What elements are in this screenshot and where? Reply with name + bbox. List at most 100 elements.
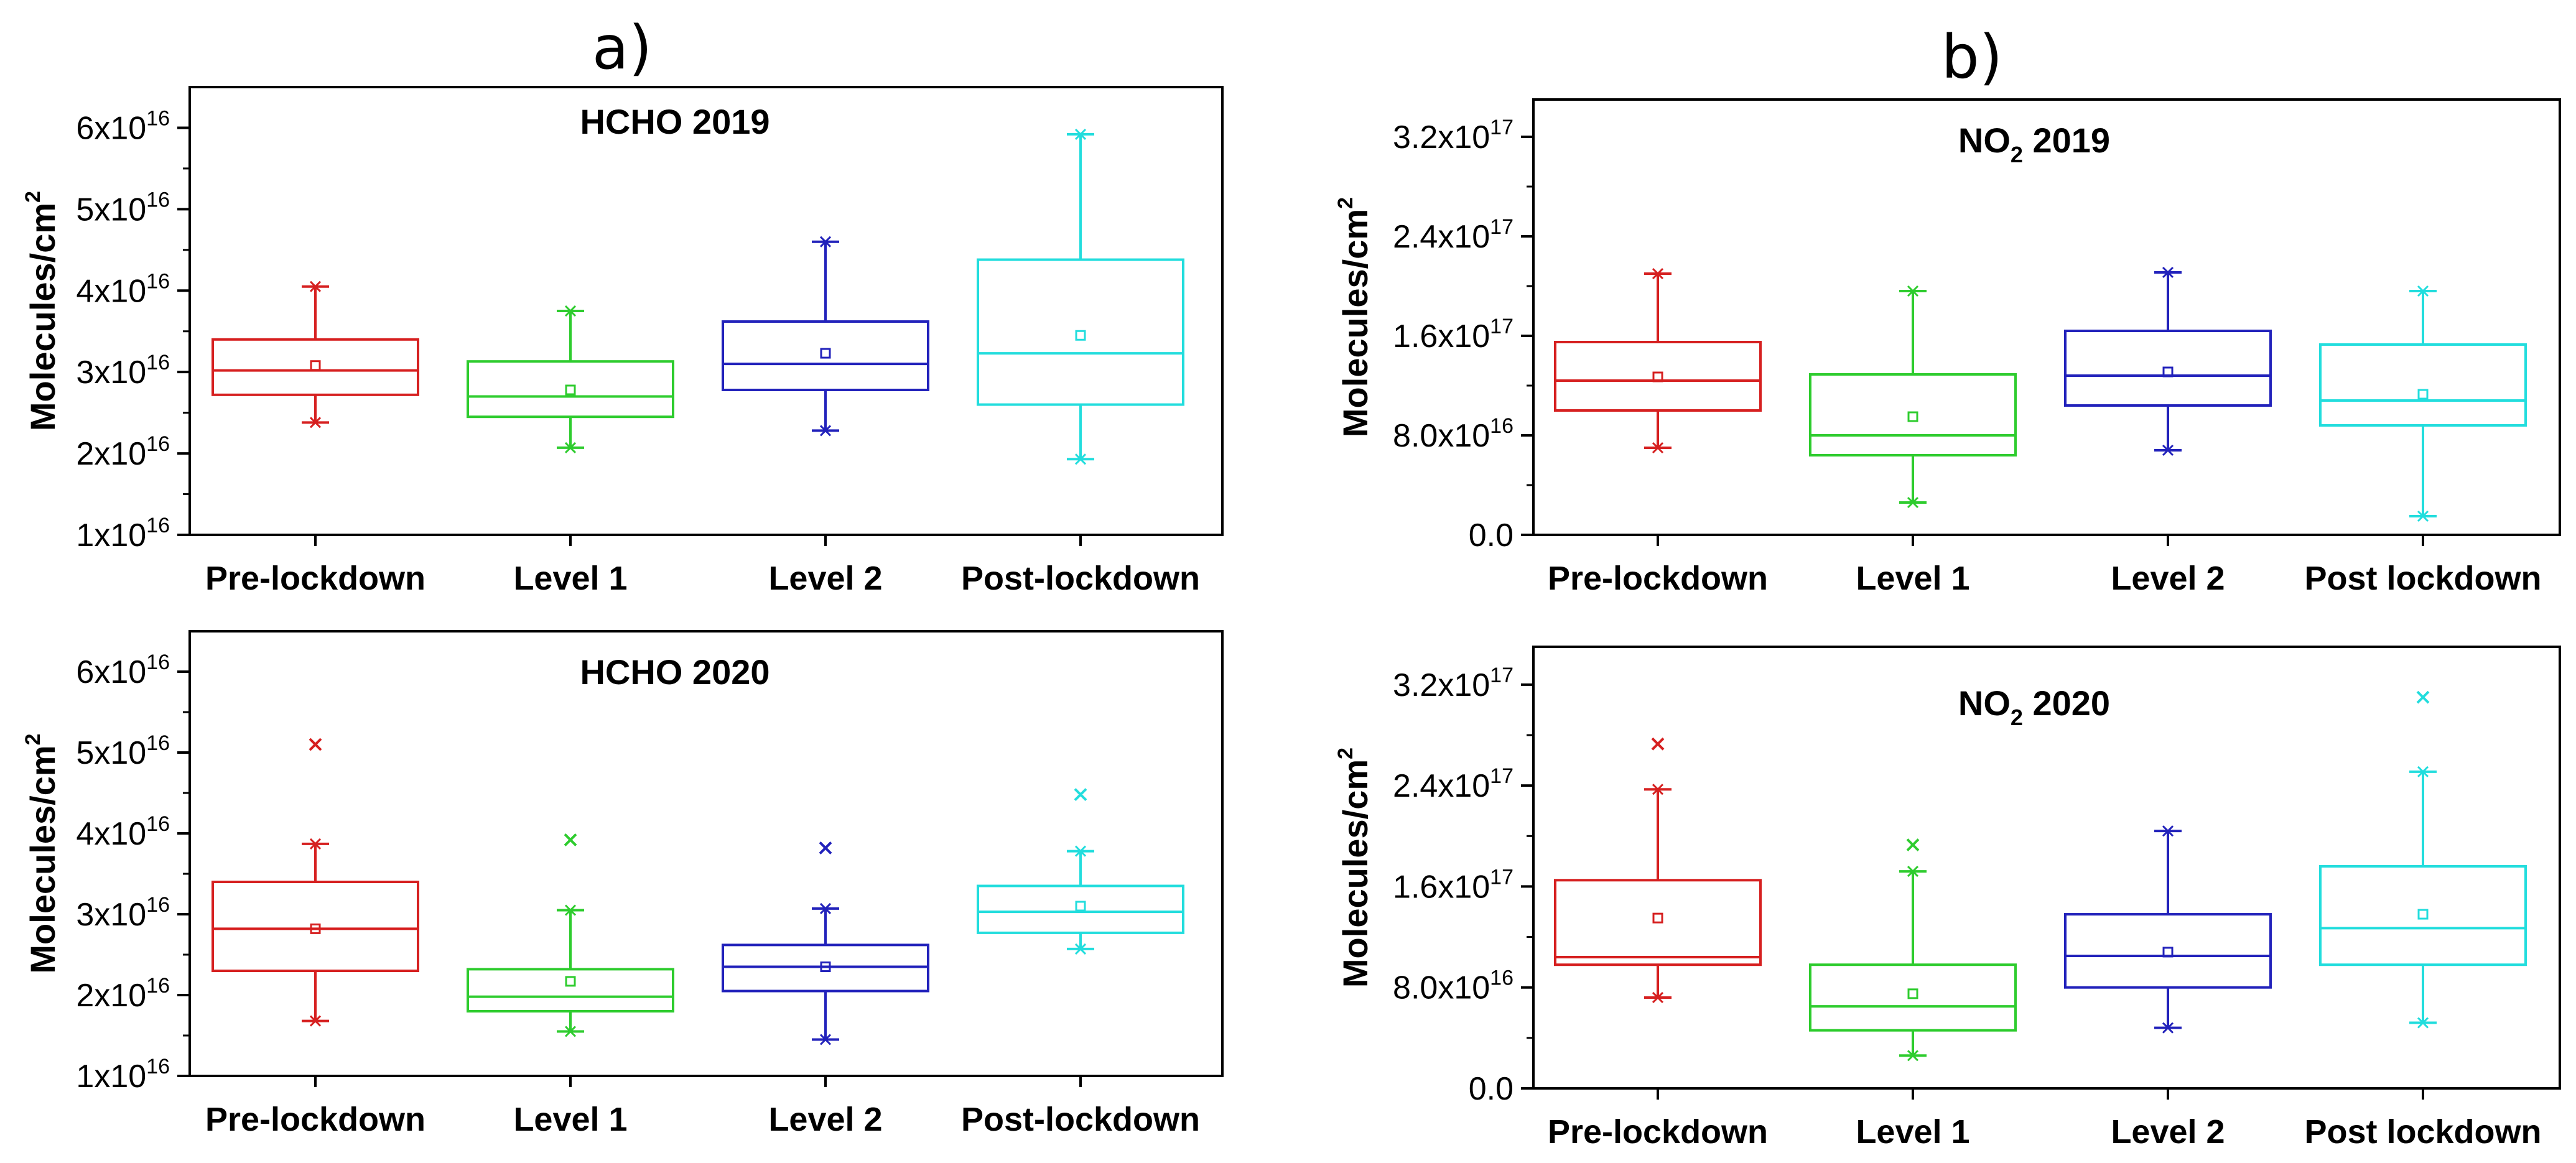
y-tick-exponent: 16 [146, 974, 170, 998]
y-tick-label: 8.0x1016 [1393, 414, 1514, 454]
y-axis-label: Molecules/cm2 [21, 733, 62, 973]
box-iqr [722, 320, 929, 391]
y-tick-exponent: 16 [1490, 414, 1514, 438]
y-tick-mantissa: 3x10 [76, 354, 146, 391]
extreme-marker-icon [1074, 128, 1087, 140]
mean-marker-icon [310, 923, 321, 934]
extreme-marker-icon [309, 1015, 322, 1027]
extreme-marker-icon [564, 305, 577, 317]
y-axis-label-text: Molecules/cm [1336, 209, 1375, 437]
box-iqr [2064, 330, 2272, 407]
y-tick-exponent: 17 [1490, 116, 1514, 139]
y-axis-label-text: Molecules/cm [23, 745, 62, 973]
y-tick-label: 4x1016 [76, 812, 170, 852]
extreme-marker-icon [309, 280, 322, 292]
y-axis-label-sup: 2 [1334, 197, 1357, 209]
outlier-x-icon [1651, 737, 1665, 751]
y-tick-mantissa: 3.2x10 [1393, 667, 1490, 703]
mean-marker-icon [310, 360, 321, 371]
y-tick-exponent: 16 [146, 188, 170, 211]
box-pre-lockdown [1554, 267, 1762, 454]
extreme-marker-icon [1074, 845, 1087, 857]
plot-title-text: HCHO 2020 [580, 652, 770, 692]
plot-title-text: HCHO 2019 [580, 102, 770, 141]
y-axis-label: Molecules/cm2 [1334, 197, 1375, 437]
x-category-label: Pre-lockdown [205, 560, 425, 597]
y-tick-label: 1.6x1017 [1393, 865, 1514, 905]
y-tick-label: 0.0 [1469, 517, 1514, 554]
extreme-marker-icon [1074, 453, 1087, 465]
plot-title: NO2 2020 [1958, 683, 2110, 730]
x-category-label: Level 2 [768, 560, 882, 597]
extreme-marker-icon [819, 236, 832, 248]
extreme-marker-icon [819, 902, 832, 914]
box-iqr [977, 258, 1184, 406]
box-iqr [2064, 913, 2272, 989]
plot-frame [1532, 98, 2561, 536]
x-category-label: Post lockdown [2304, 1113, 2541, 1151]
y-tick-exponent: 17 [1490, 315, 1514, 338]
y-axis-label-sup: 2 [1334, 748, 1357, 759]
y-tick-mantissa: 2x10 [76, 978, 146, 1014]
no2-2019-chart: 0.08.0x10161.6x10172.4x10173.2x1017Pre-l… [1334, 98, 2561, 597]
y-tick-mantissa: 0.0 [1469, 1071, 1514, 1107]
box-level-2 [722, 236, 929, 437]
box-level-2 [722, 841, 929, 1045]
mean-marker-icon [1907, 411, 1918, 422]
outlier-x-icon [819, 841, 832, 855]
mean-marker-icon [2417, 909, 2429, 920]
box-iqr [467, 968, 674, 1013]
box-iqr [467, 360, 674, 419]
y-axis-label-sup: 2 [21, 191, 45, 203]
box-post-lockdown [2319, 690, 2527, 1029]
x-category-label: Level 2 [2111, 1113, 2225, 1151]
extreme-marker-icon [564, 442, 577, 453]
box-post-lockdown [2319, 285, 2527, 522]
y-tick-label: 6x1016 [76, 651, 170, 690]
y-tick-exponent: 17 [1490, 865, 1514, 889]
y-tick-exponent: 16 [146, 106, 170, 130]
y-tick-mantissa: 3x10 [76, 897, 146, 933]
panel-label-a: a) [592, 13, 652, 83]
y-tick-label: 2x1016 [76, 974, 170, 1014]
outlier-x-icon [1906, 838, 1920, 851]
y-tick-label: 1.6x1017 [1393, 315, 1514, 354]
mean-marker-icon [2162, 947, 2174, 958]
box-level-2 [2064, 266, 2272, 456]
y-tick-label: 6x1016 [76, 106, 170, 146]
y-tick-mantissa: 5x10 [76, 735, 146, 771]
panel-label-b: b) [1941, 22, 2002, 92]
extreme-marker-icon [2417, 285, 2429, 297]
extreme-marker-icon [819, 1034, 832, 1045]
x-category-label: Post lockdown [2304, 560, 2541, 597]
extreme-marker-icon [1907, 285, 1919, 297]
plot-title-rest: 2019 [2023, 121, 2110, 160]
extreme-marker-icon [2417, 510, 2429, 522]
y-tick-label: 5x1016 [76, 188, 170, 228]
extreme-marker-icon [1652, 442, 1664, 454]
no2-2020-chart: 0.08.0x10161.6x10172.4x10173.2x1017Pre-l… [1334, 646, 2561, 1151]
y-tick-label: 3.2x1017 [1393, 116, 1514, 155]
plot-frame [1532, 646, 2561, 1090]
y-tick-exponent: 16 [146, 351, 170, 374]
box-iqr [1554, 879, 1762, 966]
mean-marker-icon [565, 384, 576, 396]
box-level-1 [1809, 285, 2017, 509]
x-category-label: Level 2 [2111, 560, 2225, 597]
box-iqr [212, 338, 419, 396]
mean-marker-icon [565, 976, 576, 987]
y-tick-label: 3x1016 [76, 893, 170, 933]
x-category-label: Post-lockdown [961, 1101, 1200, 1138]
box-post-lockdown [977, 788, 1184, 955]
y-tick-label: 2.4x1017 [1393, 215, 1514, 255]
extreme-marker-icon [2162, 825, 2174, 837]
x-category-label: Level 1 [1856, 560, 1969, 597]
y-tick-mantissa: 1x10 [76, 1059, 146, 1095]
extreme-marker-icon [2417, 1017, 2429, 1029]
y-axis-label: Molecules/cm2 [21, 191, 62, 431]
extreme-marker-icon [1907, 496, 1919, 509]
box-iqr [2319, 864, 2527, 966]
y-tick-mantissa: 2.4x10 [1393, 219, 1490, 255]
y-tick-label: 0.0 [1469, 1071, 1514, 1107]
y-tick-label: 1x1016 [76, 1055, 170, 1095]
